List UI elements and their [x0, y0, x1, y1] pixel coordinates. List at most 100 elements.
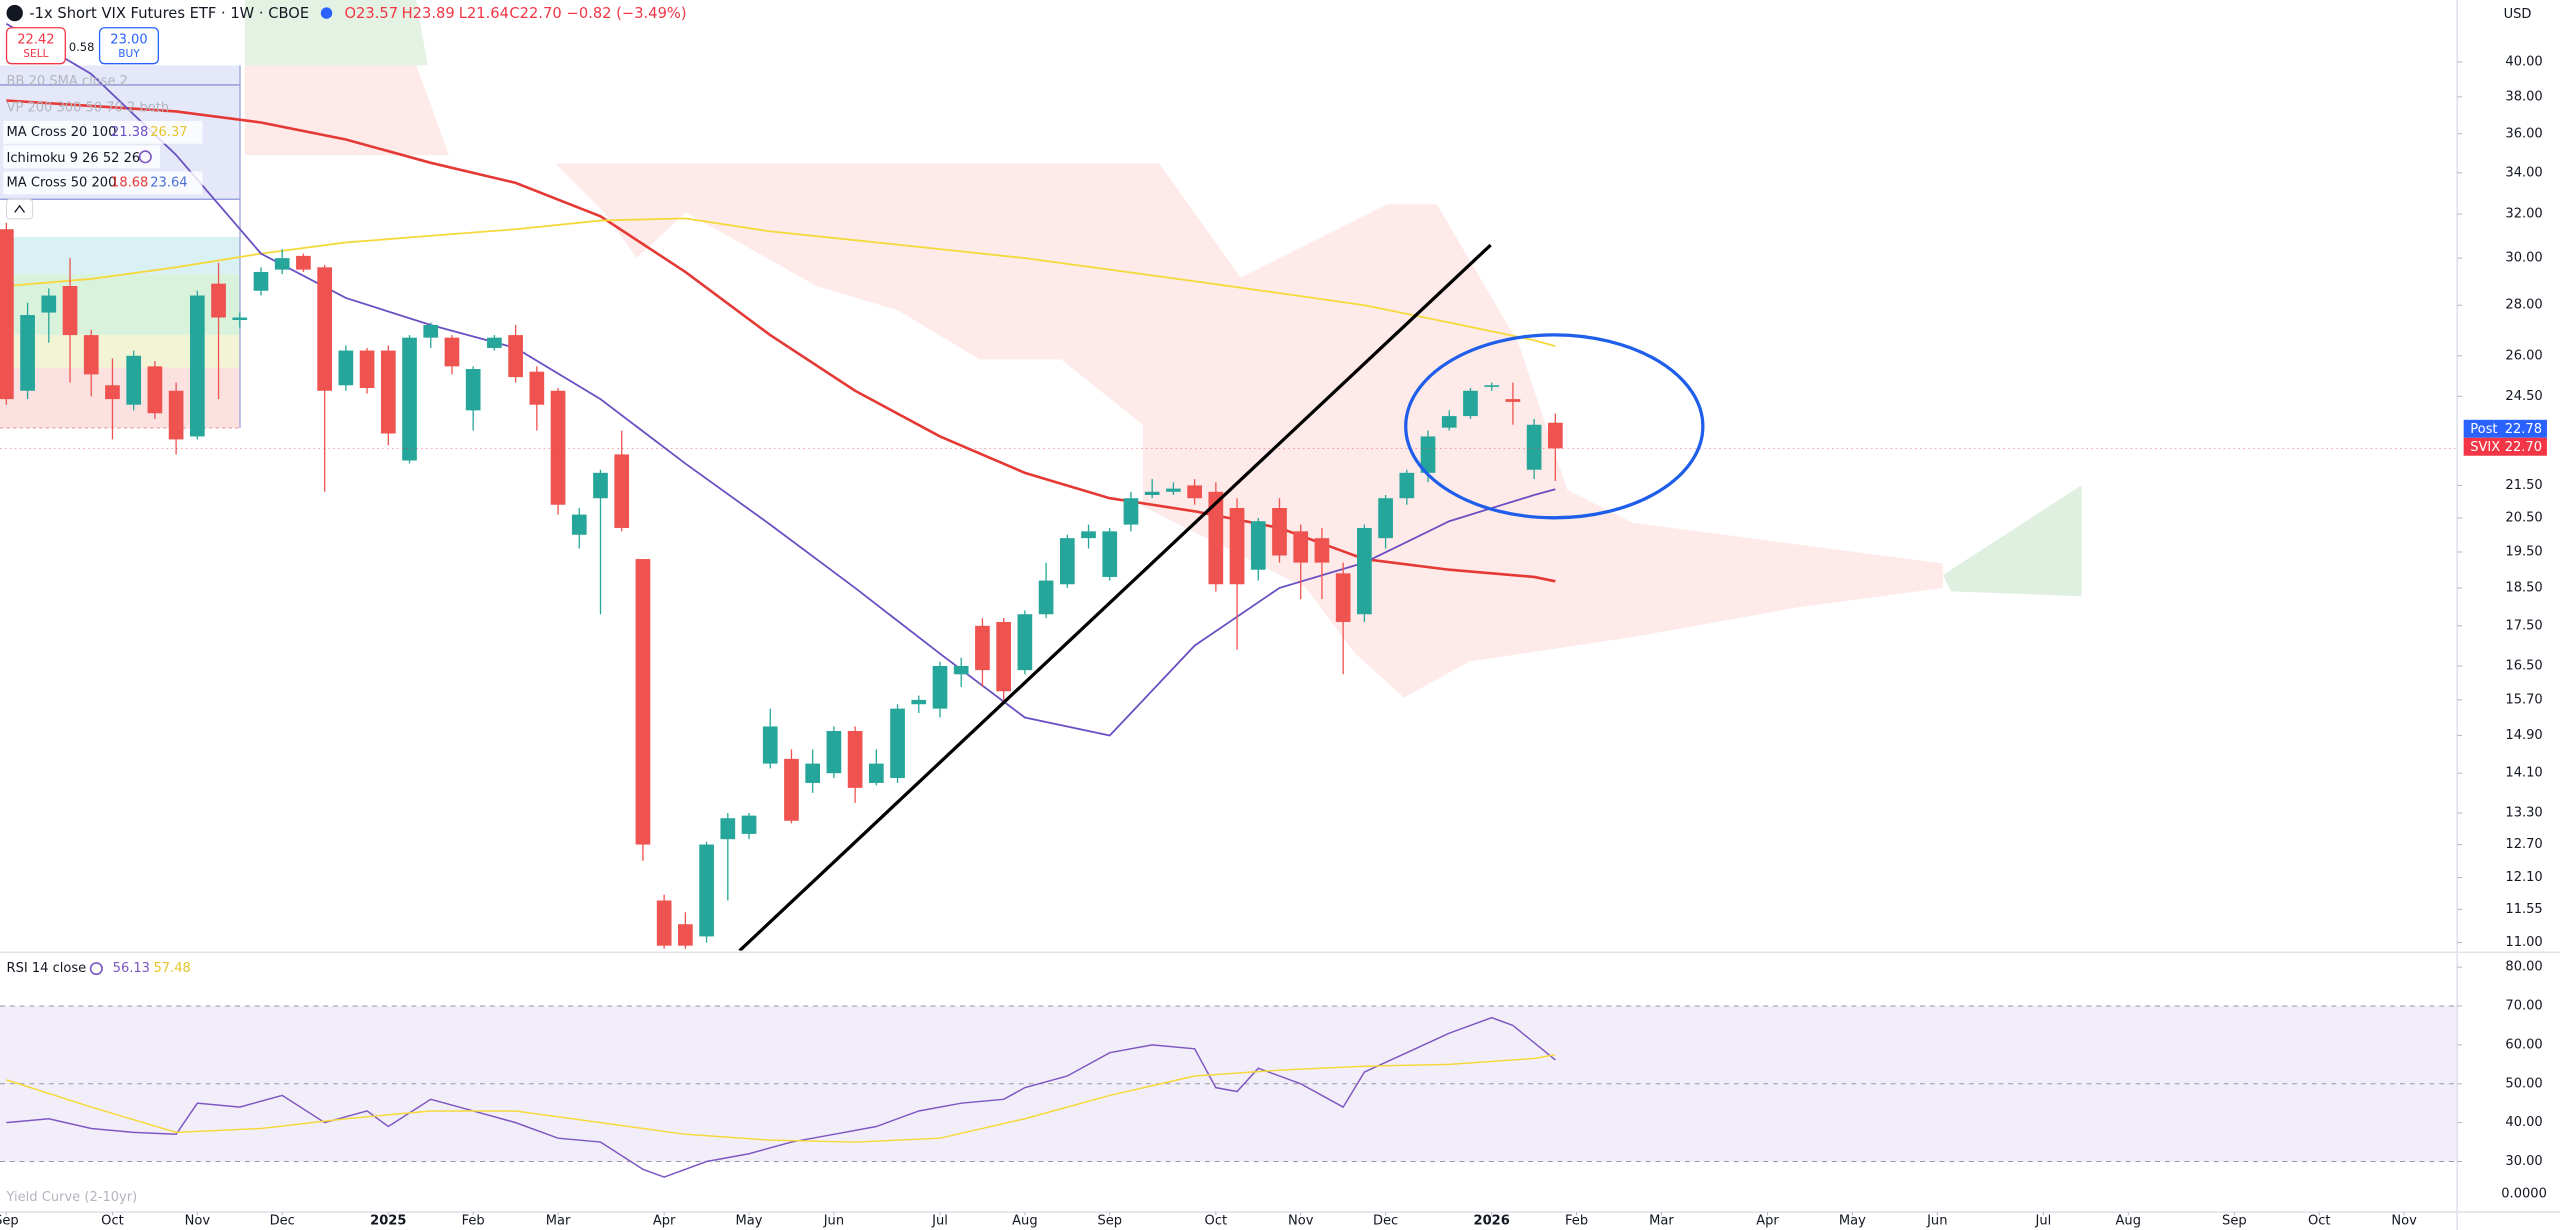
y-tick-label: 24.50 — [2505, 389, 2542, 404]
rsi-line — [6, 1053, 1556, 1143]
candle-body — [1505, 399, 1521, 402]
ichimoku-cloud — [244, 0, 428, 66]
y-tick-label: 70.00 — [2505, 999, 2542, 1014]
candle-body — [126, 355, 142, 405]
candle-body — [1463, 390, 1478, 417]
candle-body — [741, 815, 757, 834]
symbol-title: -1x Short VIX Futures ETF · 1W · CBOE — [29, 5, 309, 22]
candle-body — [1038, 580, 1054, 615]
candle-body — [402, 337, 417, 461]
candle-body — [1208, 491, 1224, 585]
spread: 0.58 — [69, 40, 94, 54]
x-tick-label: 2026 — [1474, 1214, 1510, 1229]
visibility-icon[interactable] — [89, 962, 103, 976]
legend-bg — [3, 145, 161, 169]
candle-body — [359, 350, 375, 389]
candle-body — [168, 390, 184, 440]
x-tick-label: Oct — [101, 1214, 124, 1229]
y-tick-label: 36.00 — [2505, 126, 2542, 141]
x-tick-label: Dec — [1373, 1214, 1398, 1229]
buy-label[interactable]: BUY — [118, 47, 140, 60]
candle-body — [1250, 521, 1266, 570]
x-tick-label: May — [1839, 1214, 1866, 1229]
candle-body — [826, 730, 842, 774]
post-label-value: 22.78 — [2505, 422, 2542, 437]
candle-body — [1335, 573, 1351, 622]
rsi-line — [6, 1016, 1556, 1178]
svix-label-value: 22.70 — [2505, 440, 2542, 455]
x-tick-label: May — [736, 1214, 763, 1229]
zone — [0, 236, 240, 275]
y-tick-label: 16.50 — [2505, 658, 2542, 673]
candle-body — [571, 514, 587, 535]
y-tick-label: 38.00 — [2505, 89, 2542, 104]
indicator-name[interactable]: BB 20 SMA close 2 — [7, 74, 128, 89]
rsi-background — [0, 953, 2458, 1213]
candle-body — [1484, 385, 1500, 387]
x-tick-label: Aug — [2116, 1214, 2141, 1229]
drawings — [738, 243, 1705, 951]
rsi-name[interactable]: RSI 14 close — [7, 961, 87, 976]
highlight-ellipse — [1404, 333, 1705, 520]
ichimoku-cloud — [1942, 485, 2082, 597]
ichimoku-cloud — [244, 65, 449, 156]
rsi-value: 57.48 — [153, 961, 190, 976]
candle-body — [1314, 538, 1330, 563]
candle-body — [1059, 538, 1075, 585]
indicator-value: 23.64 — [150, 175, 187, 190]
ohlc-open: O23.57 — [344, 5, 398, 22]
ohlc-low: L21.64 — [459, 5, 509, 22]
indicator-value: 21.38 — [111, 125, 148, 140]
pane — [0, 22, 2458, 949]
candle-body — [1547, 422, 1563, 449]
svix-label-bg — [2463, 437, 2547, 456]
buy-price[interactable]: 23.00 — [110, 33, 147, 48]
sell-label[interactable]: SELL — [23, 47, 48, 60]
x-tick-label: Sep — [0, 1214, 19, 1229]
indicator-value: 26.37 — [150, 125, 187, 140]
x-tick-label: Jul — [931, 1214, 948, 1229]
candle-body — [232, 317, 248, 320]
candle-body — [953, 665, 969, 675]
candle-body — [1378, 498, 1393, 539]
y-tick-label: 13.30 — [2505, 806, 2542, 821]
y-tick-label: 11.00 — [2505, 935, 2542, 950]
bottom-indicator[interactable]: Yield Curve (2-10yr) — [6, 1190, 138, 1205]
candle-body — [720, 818, 736, 840]
indicator-name[interactable]: MA Cross 50 200 — [7, 175, 117, 190]
candle-body — [932, 665, 948, 709]
candle-body — [784, 758, 799, 821]
y-tick-label: 19.50 — [2505, 545, 2542, 560]
x-tick-label: Apr — [1756, 1214, 1779, 1229]
candle-body — [593, 472, 608, 499]
buy-button[interactable] — [98, 27, 160, 65]
pane — [0, 1005, 2458, 1178]
indicator-name[interactable]: VP 200 300 50 70 2 both — [7, 100, 170, 115]
indicator-name[interactable]: MA Cross 20 100 — [7, 125, 117, 140]
candle-body — [1420, 436, 1436, 473]
currency: USD — [2504, 7, 2532, 22]
x-tick-label: Aug — [1012, 1214, 1037, 1229]
x-tick-label: Nov — [1288, 1214, 1314, 1229]
price-labels: Post 22.78 SVIX 22.70 — [2463, 419, 2547, 456]
indicator-value: 18.68 — [111, 175, 148, 190]
candle-body — [1081, 531, 1096, 539]
visibility-icon[interactable] — [138, 150, 152, 164]
sell-price[interactable]: 22.42 — [17, 33, 54, 48]
y-tick-label: 17.50 — [2505, 618, 2542, 633]
x-tick-label: Nov — [2391, 1214, 2417, 1229]
candle-body — [380, 350, 396, 434]
collapse-button[interactable] — [6, 198, 34, 220]
x-tick-label: Nov — [185, 1214, 211, 1229]
indicator-legend: BB 20 SMA close 2 VP 200 300 50 70 2 bot… — [3, 74, 2547, 1205]
candle-body — [274, 258, 290, 270]
sell-button[interactable] — [5, 27, 66, 65]
y-tick-label: 30.00 — [2505, 1154, 2542, 1169]
indicator-name[interactable]: Ichimoku 9 26 52 26 — [7, 151, 141, 166]
status-dot — [320, 7, 333, 19]
x-tick-label: Apr — [653, 1214, 676, 1229]
candle-body — [1526, 424, 1542, 470]
extra-axis-label: 0.0000 — [2501, 1187, 2547, 1202]
